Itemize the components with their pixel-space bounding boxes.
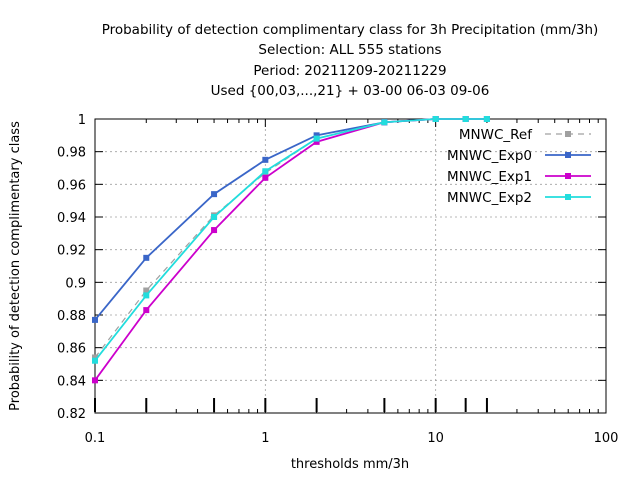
series-line: [94, 118, 487, 362]
title-line: Period: 20211209-20211229: [253, 63, 446, 79]
data-point: [143, 292, 150, 299]
data-point: [143, 307, 150, 314]
data-point: [211, 214, 218, 220]
legend-label: MNWC_Ref: [459, 127, 533, 143]
axes: 0.82 0.84 0.86 0.88 0.9 0.92 0.94 0.96 0.98 1 0.1 1…: [57, 113, 618, 446]
y-tick-label: 1: [78, 113, 86, 128]
chart-title: Probability of detection complimentary c…: [102, 22, 599, 99]
x-tick-label: 0.1: [85, 431, 106, 446]
legend-marker: [565, 173, 571, 179]
data-point: [211, 191, 218, 198]
legend-label: MNWC_Exp2: [447, 190, 532, 206]
legend-marker: [565, 194, 571, 200]
y-tick-label: 0.94: [57, 211, 86, 226]
y-tick-label: 0.86: [57, 342, 86, 357]
data-point: [143, 287, 150, 294]
series-line: [94, 118, 487, 321]
data-point: [143, 254, 150, 261]
data-point: [262, 174, 269, 181]
data-point: [313, 135, 320, 142]
y-tick-label: 0.88: [57, 309, 86, 324]
data-point: [462, 116, 469, 122]
data-point: [211, 227, 218, 234]
legend-label: MNWC_Exp1: [447, 169, 532, 185]
x-tick-label: 10: [427, 431, 444, 446]
data-point: [262, 156, 269, 163]
legend-marker: [565, 131, 571, 137]
data-point: [92, 316, 98, 323]
data-point: [92, 377, 98, 384]
y-axis-label: Probability of detection complimentary c…: [8, 121, 23, 411]
data-point: [432, 116, 439, 122]
data-point: [313, 132, 320, 139]
plot-frame: [94, 118, 607, 414]
series-mnwc-exp2: [92, 116, 490, 364]
series-lines: [92, 116, 490, 384]
legend-label: MNWC_Exp0: [447, 148, 532, 164]
data-point: [381, 119, 388, 126]
title-line: Probability of detection complimentary c…: [102, 22, 599, 38]
data-point: [262, 168, 269, 175]
y-tick-label: 0.98: [57, 146, 86, 161]
title-line: Used {00,03,...,21} + 03-00 06-03 09-06: [211, 83, 490, 99]
x-axis-label: thresholds mm/3h: [291, 457, 409, 472]
series-mnwc-exp0: [92, 116, 490, 323]
data-point: [92, 354, 98, 361]
data-point: [313, 138, 320, 145]
data-point: [483, 116, 490, 122]
y-tick-label: 0.9: [65, 276, 86, 291]
grid: [95, 119, 606, 413]
y-tick-label: 0.82: [57, 407, 86, 422]
x-tick-label: 100: [594, 431, 619, 446]
series-mnwc-ref: [92, 116, 490, 361]
legend: MNWC_Ref MNWC_Exp0 MNWC_Exp1 MNWC_Exp2: [447, 127, 591, 206]
legend-marker: [565, 152, 571, 158]
y-tick-label: 0.96: [57, 178, 86, 193]
x-tick-label: 1: [261, 431, 269, 446]
y-tick-label: 0.92: [57, 244, 86, 259]
title-line: Selection: ALL 555 stations: [258, 42, 441, 58]
data-point: [92, 357, 98, 364]
y-tick-label: 0.84: [57, 374, 86, 389]
